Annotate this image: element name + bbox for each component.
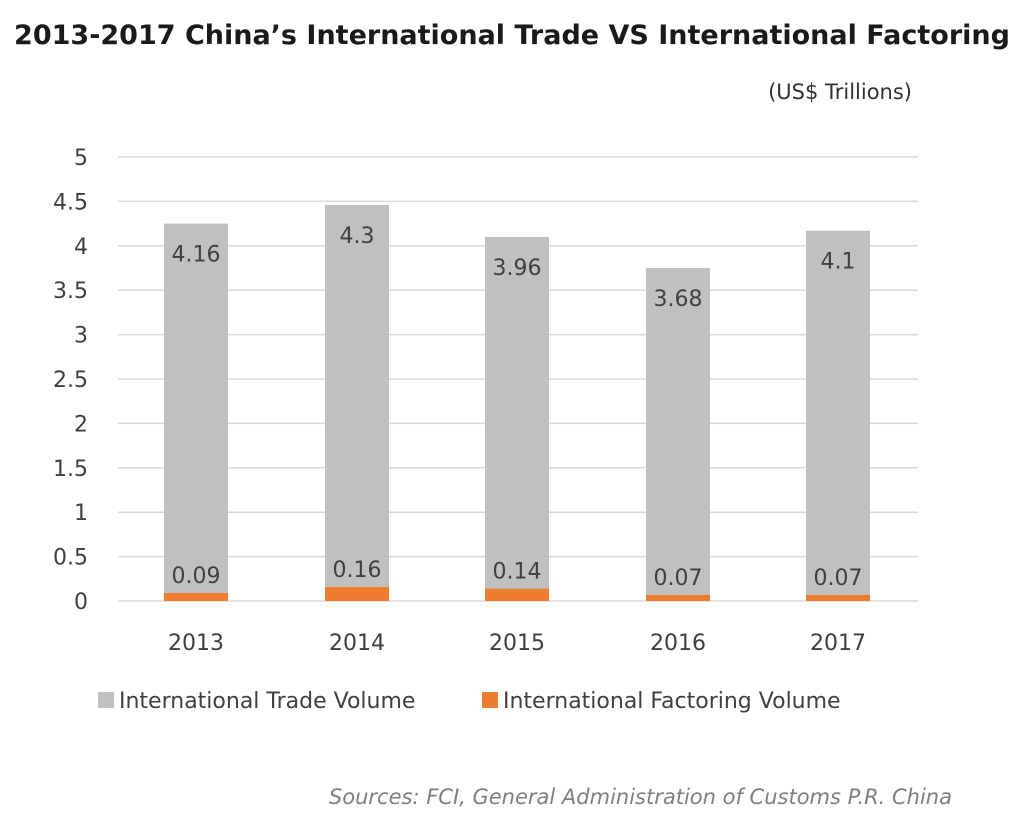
bar-trade-2017 [806, 230, 870, 595]
y-tick-label: 0 [74, 590, 88, 615]
y-tick-label: 4.5 [53, 190, 88, 215]
y-tick-label: 2 [74, 412, 88, 437]
x-tick-label-2015: 2015 [489, 631, 545, 656]
bar-factoring-2016 [646, 594, 710, 601]
data-label-factoring-2017: 0.07 [814, 566, 863, 591]
y-tick-label: 5 [74, 146, 88, 171]
data-label-factoring-2014: 0.16 [333, 558, 382, 583]
x-tick-label-2017: 2017 [810, 631, 866, 656]
bar-factoring-2015 [485, 588, 549, 601]
x-tick-label-2016: 2016 [650, 631, 706, 656]
data-label-trade-2014: 4.3 [340, 224, 375, 249]
source-note: Sources: FCI, General Administration of … [329, 785, 952, 809]
y-tick-label: 1 [74, 501, 88, 526]
bar-trade-2016 [646, 268, 710, 595]
chart-title: 2013-2017 China’s International Trade VS… [14, 20, 1010, 51]
data-label-factoring-2013: 0.09 [172, 564, 221, 589]
x-tick-label-2014: 2014 [329, 631, 385, 656]
y-tick-label: 1.5 [53, 457, 88, 482]
bar-trade-2014 [325, 204, 389, 587]
data-label-factoring-2015: 0.14 [493, 560, 542, 585]
bar-trade-2013 [164, 223, 228, 594]
data-label-trade-2015: 3.96 [493, 256, 542, 281]
bar-factoring-2013 [164, 593, 228, 601]
y-tick-label: 4 [74, 235, 88, 260]
data-label-trade-2017: 4.1 [821, 250, 856, 275]
data-label-factoring-2016: 0.07 [654, 566, 703, 591]
x-axis-ticks: 2013 2014 2015 2016 2017 [168, 631, 866, 656]
data-label-trade-2013: 4.16 [172, 243, 221, 268]
bar-trade-2015 [485, 236, 549, 589]
data-label-trade-2016: 3.68 [654, 287, 703, 312]
data-labels: 4.16 0.09 4.3 0.16 3.96 0.14 3.68 0.07 4.1 0.07 [172, 224, 863, 591]
bars [164, 204, 870, 601]
x-tick-label-2013: 2013 [168, 631, 224, 656]
y-tick-label: 0.5 [53, 546, 88, 571]
legend-swatch-factoring [482, 692, 498, 708]
legend: International Trade Volume International… [98, 689, 841, 714]
y-tick-label: 3 [74, 324, 88, 349]
y-tick-label: 3.5 [53, 279, 88, 304]
legend-label-trade: International Trade Volume [119, 689, 415, 714]
legend-label-factoring: International Factoring Volume [503, 689, 841, 714]
y-tick-label: 2.5 [53, 368, 88, 393]
unit-label: (US$ Trillions) [768, 80, 912, 104]
legend-swatch-trade [98, 692, 114, 708]
y-axis-ticks: 0 0.5 1 1.5 2 2.5 3 3.5 4 4.5 5 [53, 146, 88, 615]
bar-factoring-2017 [806, 594, 870, 601]
bar-factoring-2014 [325, 586, 389, 601]
